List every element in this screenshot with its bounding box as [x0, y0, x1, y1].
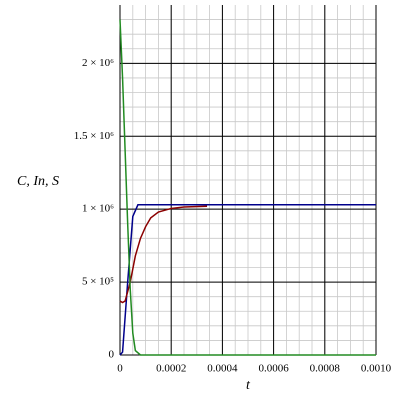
y-tick-label: 1.5 × 10⁶: [74, 130, 114, 142]
y-tick-label: 0: [109, 349, 115, 361]
x-tick-label: 0.0006: [258, 363, 289, 375]
y-tick-label: 2 × 10⁶: [82, 57, 114, 69]
x-tick-label: 0: [117, 363, 123, 375]
series-line: [119, 204, 376, 356]
x-axis-title: t: [246, 378, 251, 393]
y-axis-title: C, In, S: [17, 174, 59, 189]
y-tick-label: 5 × 10⁵: [82, 276, 114, 288]
x-tick-label: 0.0002: [156, 363, 186, 375]
series-line: [119, 19, 376, 356]
x-tick-label: 0.0008: [310, 363, 341, 375]
x-tick-label: 0.0010: [361, 363, 392, 375]
series-line: [119, 205, 208, 304]
y-tick-label: 1 × 10⁶: [82, 203, 114, 215]
x-tick-label: 0.0004: [207, 363, 238, 375]
